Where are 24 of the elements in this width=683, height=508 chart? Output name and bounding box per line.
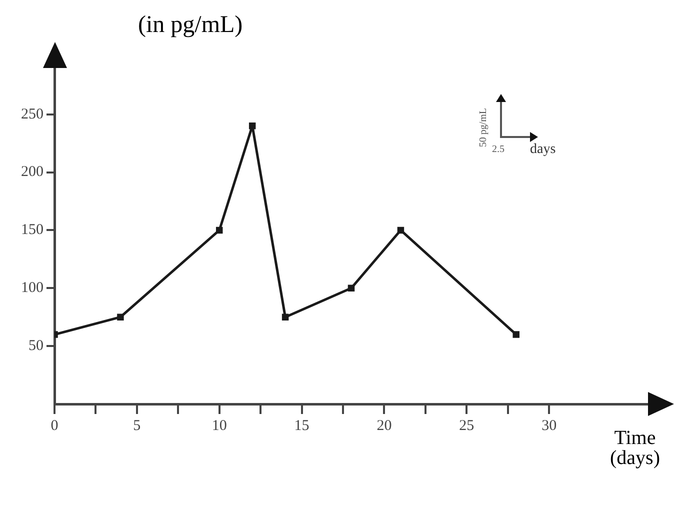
x-tick-label: 5 xyxy=(133,418,141,434)
point xyxy=(216,226,223,234)
y-axis-title: (in pg/mL) xyxy=(138,12,243,39)
annotation: 2.5 xyxy=(492,144,504,155)
point xyxy=(248,122,256,130)
y-tick-label: 250 xyxy=(21,106,44,122)
x-tick-label: 15 xyxy=(294,418,310,434)
point xyxy=(117,314,124,320)
point xyxy=(348,284,355,292)
x-tick-label: 30 xyxy=(542,418,557,434)
annotation: 50 pg/mL xyxy=(478,108,489,148)
annotation: days xyxy=(530,142,556,158)
x-tick-label: 0 xyxy=(50,418,58,434)
x-tick-label: 10 xyxy=(212,418,227,434)
x-tick-label: 25 xyxy=(459,418,474,434)
y-tick-label: 100 xyxy=(21,280,44,296)
point xyxy=(282,314,289,320)
x-axis-title: Time (days) xyxy=(609,427,661,469)
y-tick-label: 50 xyxy=(28,338,44,354)
y-tick-label: 150 xyxy=(21,222,44,238)
y-tick-label: 200 xyxy=(21,164,44,180)
point xyxy=(512,331,520,338)
x-tick-label: 20 xyxy=(376,418,392,434)
point xyxy=(397,226,404,234)
